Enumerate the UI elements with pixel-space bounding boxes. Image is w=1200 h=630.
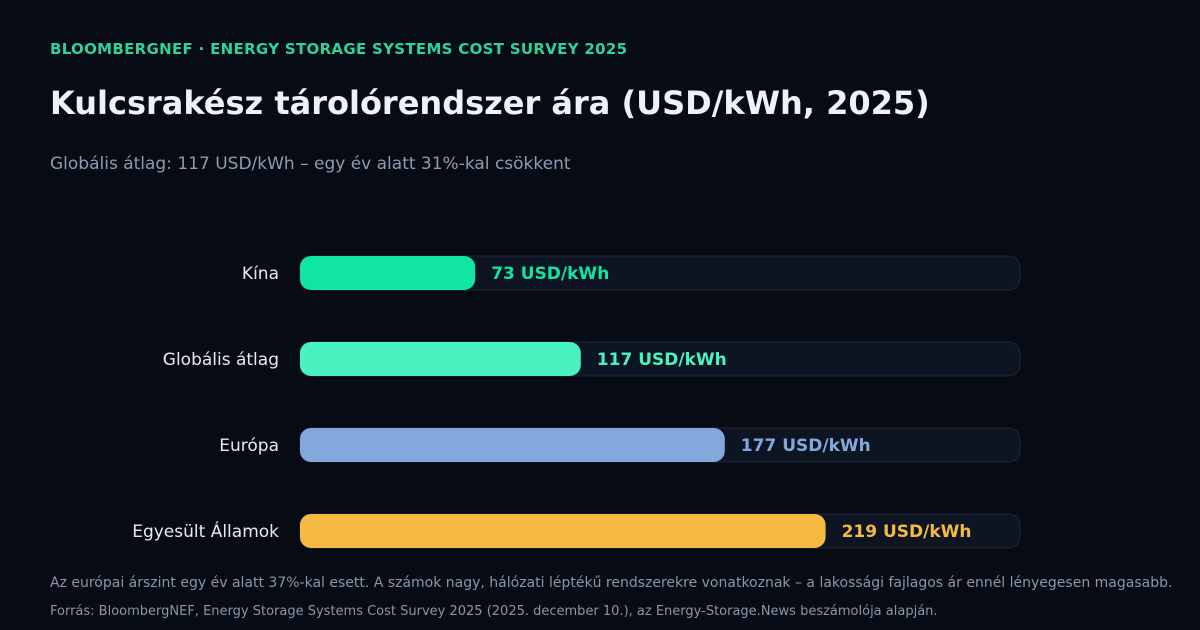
chart-subtitle: Globális átlag: 117 USD/kWh – egy év ala… — [50, 154, 571, 174]
chart-kicker: BLOOMBERGNEF · ENERGY STORAGE SYSTEMS CO… — [50, 40, 628, 58]
value-label: 177 USD/kWh — [741, 436, 871, 456]
category-label: Egyesült Államok — [132, 520, 279, 542]
value-label: 117 USD/kWh — [597, 350, 727, 370]
chart-title: Kulcsrakész tárolórendszer ára (USD/kWh,… — [50, 84, 930, 122]
bar — [300, 256, 476, 290]
value-label: 73 USD/kWh — [491, 264, 609, 284]
value-label: 219 USD/kWh — [842, 522, 972, 542]
source-note: Forrás: BloombergNEF, Energy Storage Sys… — [50, 604, 938, 619]
bar — [300, 428, 725, 462]
bar — [300, 514, 826, 548]
bar — [300, 342, 581, 376]
category-label: Kína — [242, 264, 279, 284]
category-label: Globális átlag — [163, 350, 279, 370]
footnote: Az európai árszint egy év alatt 37%-kal … — [50, 575, 1173, 591]
category-label: Európa — [219, 436, 279, 456]
